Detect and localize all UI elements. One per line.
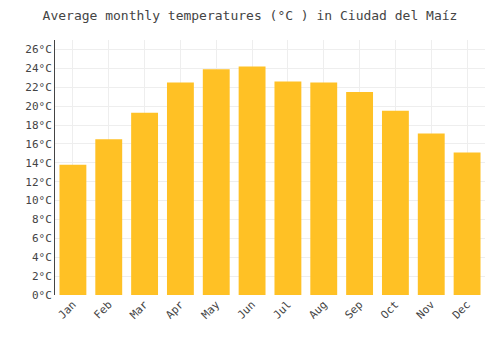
svg-text:Jul: Jul [271, 298, 294, 321]
svg-text:14°C: 14°C [25, 157, 52, 170]
svg-text:Nov: Nov [414, 298, 438, 322]
svg-text:Oct: Oct [378, 298, 401, 321]
svg-text:20°C: 20°C [25, 100, 52, 113]
svg-text:6°C: 6°C [32, 232, 52, 245]
svg-text:Average monthly temperatures (: Average monthly temperatures (°C ) in Ci… [43, 8, 458, 23]
svg-text:Apr: Apr [163, 298, 187, 322]
svg-text:May: May [199, 298, 223, 322]
svg-text:Jan: Jan [56, 298, 79, 321]
svg-text:24°C: 24°C [25, 62, 52, 75]
svg-text:Jun: Jun [235, 298, 258, 321]
svg-text:Sep: Sep [342, 298, 365, 321]
svg-text:Feb: Feb [92, 298, 115, 321]
svg-text:10°C: 10°C [25, 194, 52, 207]
svg-text:8°C: 8°C [32, 213, 52, 226]
svg-text:2°C: 2°C [32, 270, 52, 283]
svg-text:Mar: Mar [127, 298, 151, 322]
svg-text:18°C: 18°C [25, 119, 52, 132]
svg-text:Dec: Dec [450, 298, 473, 321]
svg-text:16°C: 16°C [25, 138, 52, 151]
svg-text:22°C: 22°C [25, 81, 52, 94]
svg-text:4°C: 4°C [32, 251, 52, 264]
svg-text:12°C: 12°C [25, 176, 52, 189]
svg-text:26°C: 26°C [25, 43, 52, 56]
svg-text:Aug: Aug [307, 298, 330, 321]
svg-text:0°C: 0°C [32, 289, 52, 302]
